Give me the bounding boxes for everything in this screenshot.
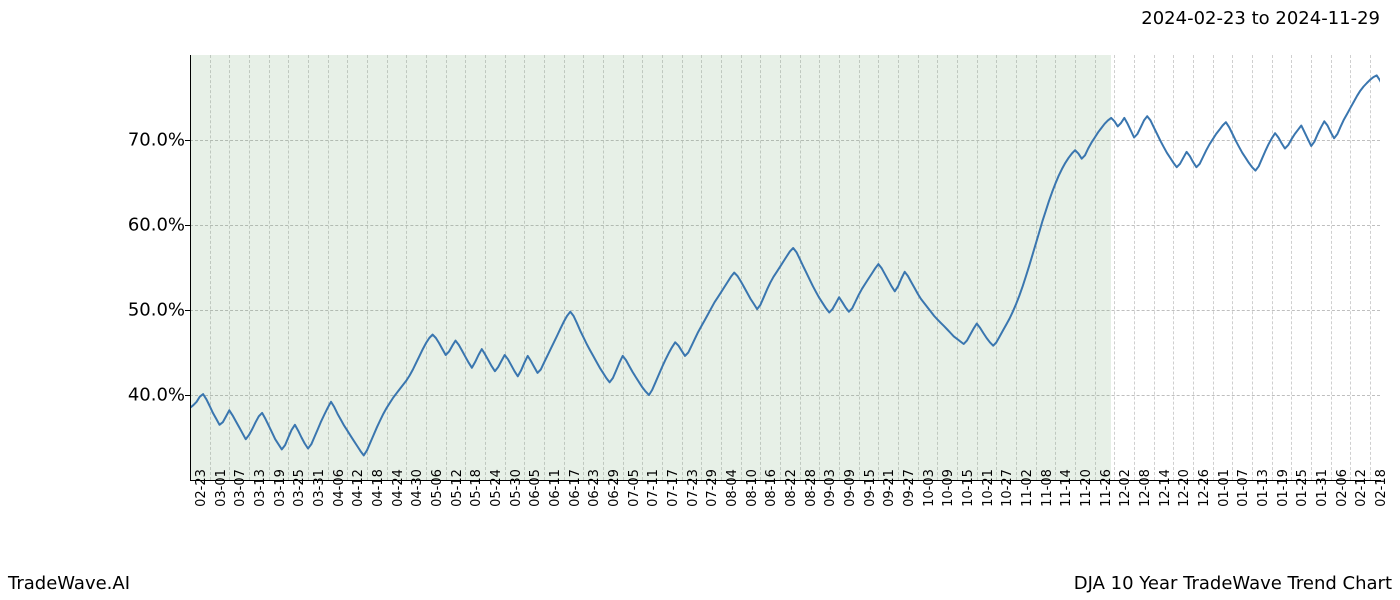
x-tick-label: 03-31 bbox=[312, 469, 327, 507]
x-tick-label: 02-06 bbox=[1335, 469, 1350, 507]
x-tick-label: 08-16 bbox=[764, 469, 779, 507]
x-tick-label: 08-10 bbox=[745, 469, 760, 507]
x-tick-label: 06-05 bbox=[528, 469, 543, 507]
x-tick-label: 10-09 bbox=[941, 469, 956, 507]
x-tick-label: 02-12 bbox=[1354, 469, 1369, 507]
x-tick-label: 10-15 bbox=[961, 469, 976, 507]
x-tick-label: 03-19 bbox=[273, 469, 288, 507]
x-tick-label: 10-27 bbox=[1000, 469, 1015, 507]
x-tick-label: 07-17 bbox=[666, 469, 681, 507]
x-tick-label: 06-11 bbox=[548, 469, 563, 507]
x-tick-label: 01-01 bbox=[1217, 469, 1232, 507]
x-tick-label: 06-23 bbox=[587, 469, 602, 507]
x-tick-label: 05-06 bbox=[430, 469, 445, 507]
x-tick-label: 03-13 bbox=[253, 469, 268, 507]
x-tick-label: 11-08 bbox=[1040, 469, 1055, 507]
x-tick-label: 03-25 bbox=[292, 469, 307, 507]
date-range-label: 2024-02-23 to 2024-11-29 bbox=[1141, 8, 1380, 29]
x-tick-label: 08-04 bbox=[725, 469, 740, 507]
x-tick-label: 07-05 bbox=[627, 469, 642, 507]
x-tick-label: 07-23 bbox=[686, 469, 701, 507]
x-tick-label: 11-02 bbox=[1020, 469, 1035, 507]
x-tick-label: 03-07 bbox=[233, 469, 248, 507]
x-tick-label: 10-03 bbox=[922, 469, 937, 507]
x-tick-label: 04-30 bbox=[410, 469, 425, 507]
x-tick-label: 07-29 bbox=[705, 469, 720, 507]
x-tick-label: 06-29 bbox=[607, 469, 622, 507]
y-tick-mark bbox=[185, 395, 190, 396]
x-tick-label: 02-23 bbox=[194, 469, 209, 507]
x-tick-label: 06-17 bbox=[568, 469, 583, 507]
x-tick-label: 02-18 bbox=[1374, 469, 1389, 507]
x-tick-label: 05-12 bbox=[450, 469, 465, 507]
y-tick-mark bbox=[185, 140, 190, 141]
x-tick-label: 04-24 bbox=[391, 469, 406, 507]
x-tick-label: 04-12 bbox=[351, 469, 366, 507]
x-tick-label: 01-07 bbox=[1236, 469, 1251, 507]
x-tick-label: 07-11 bbox=[646, 469, 661, 507]
plot-border bbox=[190, 55, 1381, 481]
x-tick-label: 03-01 bbox=[214, 469, 229, 507]
brand-label: TradeWave.AI bbox=[8, 573, 130, 594]
x-tick-label: 10-21 bbox=[981, 469, 996, 507]
x-tick-label: 01-19 bbox=[1276, 469, 1291, 507]
x-tick-label: 09-09 bbox=[843, 469, 858, 507]
x-tick-label: 12-20 bbox=[1177, 469, 1192, 507]
y-tick-label: 70.0% bbox=[90, 130, 185, 151]
chart-title: DJA 10 Year TradeWave Trend Chart bbox=[1074, 573, 1392, 594]
y-tick-label: 40.0% bbox=[90, 385, 185, 406]
x-tick-label: 08-22 bbox=[784, 469, 799, 507]
x-tick-label: 05-24 bbox=[489, 469, 504, 507]
x-tick-label: 01-31 bbox=[1315, 469, 1330, 507]
y-tick-mark bbox=[185, 225, 190, 226]
x-tick-label: 09-03 bbox=[823, 469, 838, 507]
x-tick-label: 09-27 bbox=[902, 469, 917, 507]
x-tick-label: 12-14 bbox=[1158, 469, 1173, 507]
x-tick-label: 01-25 bbox=[1295, 469, 1310, 507]
x-tick-label: 05-18 bbox=[469, 469, 484, 507]
chart-plot-area bbox=[190, 55, 1380, 480]
y-tick-mark bbox=[185, 310, 190, 311]
x-tick-label: 11-20 bbox=[1079, 469, 1094, 507]
x-tick-label: 09-21 bbox=[882, 469, 897, 507]
x-tick-label: 12-02 bbox=[1118, 469, 1133, 507]
x-tick-label: 11-26 bbox=[1099, 469, 1114, 507]
x-tick-label: 12-08 bbox=[1138, 469, 1153, 507]
x-tick-label: 11-14 bbox=[1059, 469, 1074, 507]
x-tick-label: 04-06 bbox=[332, 469, 347, 507]
x-tick-label: 09-15 bbox=[863, 469, 878, 507]
x-tick-label: 05-30 bbox=[509, 469, 524, 507]
x-tick-label: 04-18 bbox=[371, 469, 386, 507]
x-tick-label: 01-13 bbox=[1256, 469, 1271, 507]
x-tick-label: 08-28 bbox=[804, 469, 819, 507]
x-tick-label: 12-26 bbox=[1197, 469, 1212, 507]
y-tick-label: 50.0% bbox=[90, 300, 185, 321]
y-tick-label: 60.0% bbox=[90, 215, 185, 236]
